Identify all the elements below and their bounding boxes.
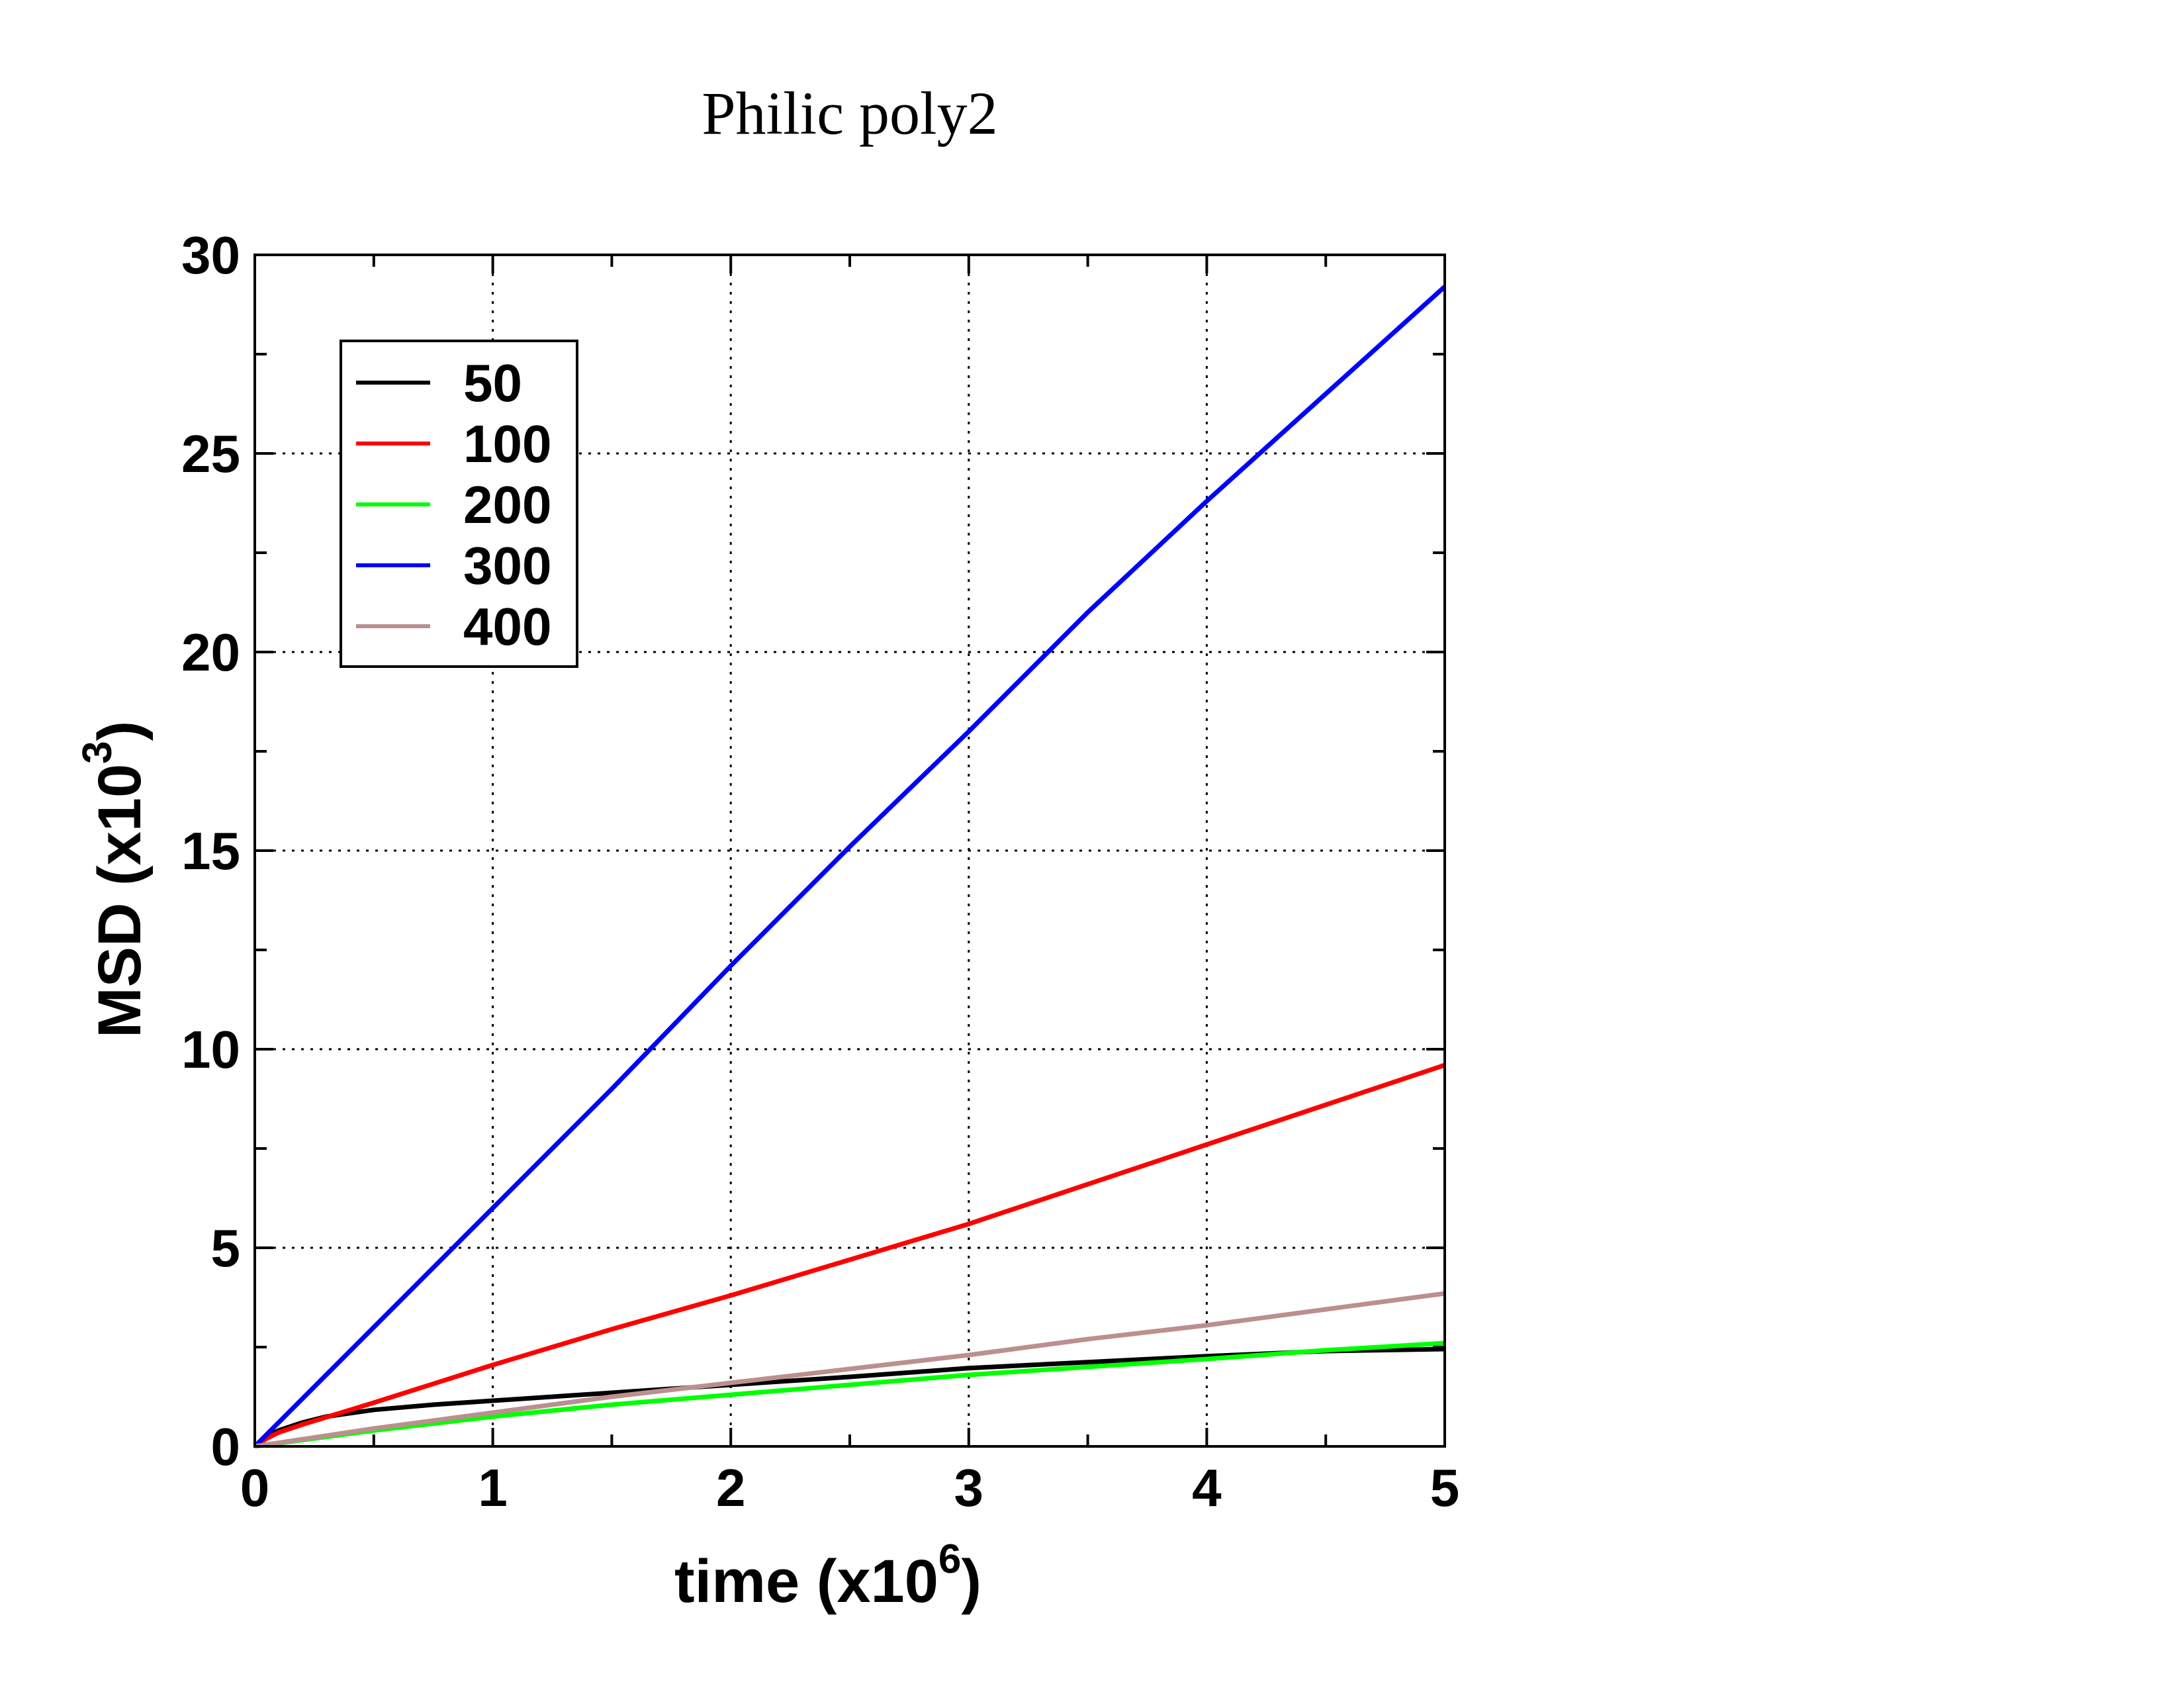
axis-ticks (253, 254, 1446, 1448)
y-tick-labels: 0 5 10 15 20 25 30 (181, 226, 240, 1476)
x-tick-label: 4 (1192, 1458, 1222, 1517)
series-line-100 (253, 1062, 1446, 1448)
x-tick-label: 1 (478, 1458, 508, 1517)
x-tick-label: 5 (1430, 1458, 1460, 1517)
series-lines (253, 285, 1447, 1449)
y-tick-label: 5 (211, 1219, 241, 1278)
series-line-400 (254, 1291, 1445, 1449)
x-tick-label: 0 (240, 1458, 270, 1517)
series-line-200 (254, 1340, 1445, 1449)
chart-title: Philic poly2 (702, 79, 997, 147)
series-line-300 (253, 285, 1447, 1448)
y-axis-label-close: ) (86, 721, 154, 741)
y-tick-label: 30 (181, 226, 240, 285)
legend-label-50: 50 (463, 353, 522, 412)
legend-label-300: 300 (463, 536, 551, 595)
x-axis-label: time (x106) (674, 1536, 981, 1615)
y-axis-label-base: MSD (x10 (86, 764, 154, 1038)
y-tick-label: 20 (181, 623, 240, 682)
legend-label-400: 400 (463, 597, 551, 656)
plot-frame (253, 254, 1446, 1448)
x-tick-label: 2 (716, 1458, 746, 1517)
x-axis-label-exponent: 6 (938, 1536, 961, 1582)
y-axis-label: MSD (x103) (75, 721, 154, 1038)
series-line-50 (253, 1346, 1445, 1448)
y-tick-label: 25 (181, 424, 240, 483)
y-tick-label: 10 (181, 1020, 240, 1079)
x-axis-label-close: ) (961, 1548, 981, 1615)
legend-label-100: 100 (463, 414, 551, 473)
y-tick-label: 15 (181, 821, 240, 880)
y-axis-label-exponent: 3 (75, 741, 120, 763)
legend-label-200: 200 (463, 475, 551, 534)
x-tick-label: 3 (954, 1458, 984, 1517)
grid-lines (255, 255, 1445, 1446)
y-tick-label: 0 (211, 1417, 241, 1476)
x-tick-labels: 0 1 2 3 4 5 (240, 1458, 1460, 1517)
x-axis-label-base: time (x10 (674, 1548, 938, 1615)
